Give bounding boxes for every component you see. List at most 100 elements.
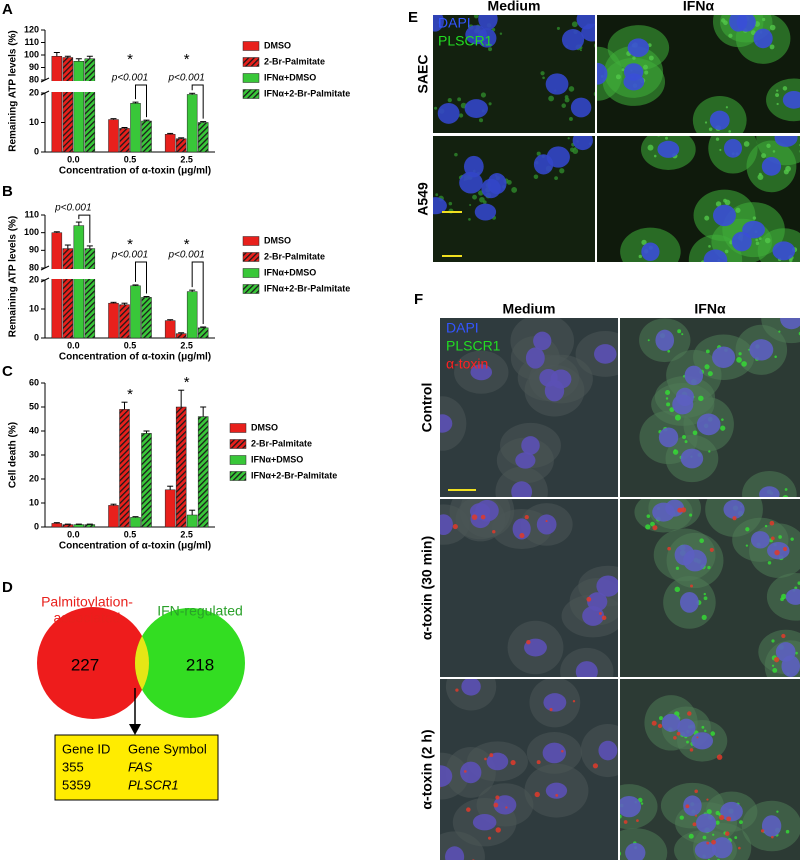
stain-speck [638,254,642,259]
legend-label: IFNα+2-Br-Palmitate [251,470,337,480]
stain-speck [594,43,595,48]
y-tick-label: 110 [24,37,39,47]
toxin-speck [692,822,697,827]
y-tick-label: 90 [29,245,39,255]
stain-speck [706,809,712,815]
stain-speck [698,395,704,402]
x-axis-label: Concentration of α-toxin (μg/ml) [59,166,211,177]
stain-speck [788,258,793,262]
legend-label: DMSO [251,422,278,432]
toxin-speck [652,525,658,531]
toxin-speck [598,612,602,615]
bar [164,489,176,528]
axis-break [46,81,216,92]
stain-speck [755,238,759,242]
cell-nucleus [623,63,644,81]
cell-nucleus [543,693,567,712]
significance-star: * [184,236,190,253]
stain-speck [677,329,682,334]
toxin-speck [561,749,564,753]
stain-speck [762,17,766,22]
cell-nucleus [594,344,617,364]
cell-nucleus [696,413,721,436]
stain-speck [665,389,671,395]
legend-swatch [229,455,247,465]
stain-speck [536,151,541,156]
bar [62,524,74,528]
stain-speck [708,245,711,248]
micrograph [597,15,800,133]
stain-speck [648,55,654,61]
toxin-speck [673,735,677,740]
stain-speck [704,121,708,124]
cell-nucleus [658,427,679,448]
y-tick-label: 30 [29,449,39,459]
legend-label: IFNα+DMSO [251,454,303,464]
stain-speck [699,538,704,544]
stain-speck [701,725,705,729]
set-label: IFN-regulated [157,603,243,619]
toxin-speck [495,827,501,833]
stain-speck [593,91,595,97]
toxin-speck [760,829,765,833]
stain-speck [469,203,472,207]
stain-speck [682,435,687,440]
stain-speck [559,168,565,174]
cell-nucleus [711,837,733,859]
cell-nucleus [493,795,517,815]
stain-speck [568,86,575,92]
cell-nucleus [620,795,641,818]
toxin-speck [524,514,529,520]
cell-nucleus [750,531,770,549]
y-tick-label: 100 [24,227,39,237]
stain-speck [454,152,458,157]
stain-speck [782,494,789,497]
stain-speck [665,136,668,140]
stain-speck [704,215,710,221]
toxin-speck [431,522,436,527]
cell-nucleus [536,514,557,535]
stain-speck [692,430,698,436]
cell-nucleus [729,15,748,32]
micrograph [620,679,800,860]
toxin-speck [484,757,487,761]
legend-label: DMSO [264,40,291,50]
toxin-speck [738,846,741,850]
legend-swatch [242,236,260,246]
stain-speck [479,196,485,203]
p-value: p<0.001 [167,250,204,261]
stain-speck [640,802,644,805]
toxin-speck [694,814,698,817]
stain-speck [708,127,713,132]
stain-speck [790,537,794,541]
cell-nucleus [545,73,569,95]
stain-speck [728,33,733,38]
stain-speck [675,566,680,570]
bar [51,56,63,153]
stain-speck [757,174,764,180]
stain-speck [570,147,575,153]
stain-speck [646,514,651,518]
cell-nucleus [486,752,509,771]
stain-speck [723,198,727,203]
toxin-speck [510,760,516,766]
stain-speck [473,15,479,19]
cell-nucleus [759,486,780,497]
stain-speck [540,71,545,76]
toxin-speck [709,547,714,552]
toxin-speck [505,806,508,809]
stain-speck [715,201,722,207]
significance-star: * [184,51,190,68]
p-value: p<0.001 [54,203,91,214]
stain-speck [707,371,713,377]
stain-speck [715,810,720,816]
stain-speck [782,307,788,313]
stain-speck [669,407,675,413]
cell-nucleus [461,679,481,696]
stain-speck [734,836,738,840]
x-tick-label: 0.5 [124,340,137,350]
cell-nucleus [525,347,545,369]
stain-speck [705,349,710,354]
cell-nucleus [703,249,728,262]
